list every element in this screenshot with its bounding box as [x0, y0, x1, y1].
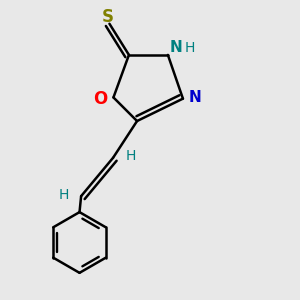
Text: H: H: [58, 188, 69, 202]
Text: O: O: [94, 90, 108, 108]
Text: H: H: [125, 149, 136, 163]
Text: N: N: [189, 90, 202, 105]
Text: S: S: [102, 8, 114, 26]
Text: H: H: [184, 41, 195, 55]
Text: N: N: [169, 40, 182, 56]
